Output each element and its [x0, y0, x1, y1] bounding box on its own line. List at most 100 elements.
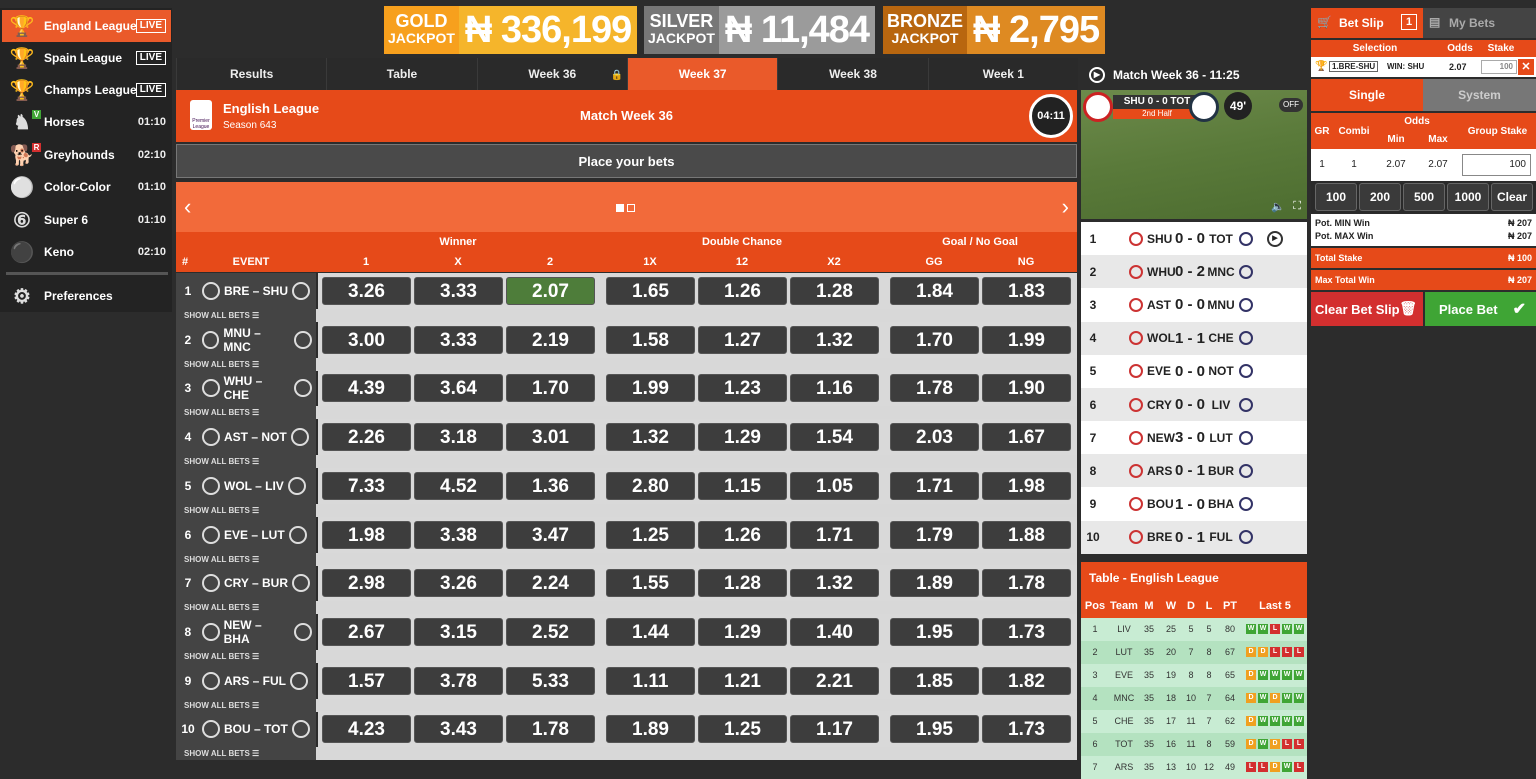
- show-all-bets-link[interactable]: SHOW ALL BETS ☰: [176, 747, 316, 761]
- odds-button[interactable]: 2.67: [322, 617, 411, 646]
- show-all-bets-link[interactable]: SHOW ALL BETS ☰: [176, 698, 316, 712]
- fullscreen-icon[interactable]: ⛶: [1293, 200, 1301, 212]
- odds-button[interactable]: 5.33: [506, 666, 595, 695]
- odds-button[interactable]: 1.71: [890, 471, 979, 500]
- odds-button[interactable]: 2.80: [606, 471, 695, 500]
- odds-button[interactable]: 1.29: [698, 423, 787, 452]
- match-video[interactable]: SHU 0 - 0 TOT 2nd Half 49' OFF 🔈 ⛶: [1081, 90, 1307, 219]
- odds-button[interactable]: 4.23: [322, 715, 411, 744]
- odds-button[interactable]: 1.25: [606, 520, 695, 549]
- sound-toggle[interactable]: OFF: [1279, 98, 1303, 112]
- clear-stake-button[interactable]: Clear: [1491, 183, 1533, 211]
- tab-single[interactable]: Single: [1311, 79, 1423, 111]
- sidebar-item-england[interactable]: 🏆 England League LIVE: [2, 10, 171, 42]
- quick-stake-100[interactable]: 100: [1315, 183, 1357, 211]
- odds-button[interactable]: 3.38: [414, 520, 503, 549]
- remove-selection-icon[interactable]: ✕: [1518, 59, 1534, 75]
- tab-week-36[interactable]: Week 36 🔒: [476, 58, 627, 90]
- odds-button[interactable]: 1.17: [790, 715, 879, 744]
- group-stake-input[interactable]: 100: [1462, 154, 1531, 176]
- tab-week-1[interactable]: Week 1: [927, 58, 1078, 90]
- event-label[interactable]: 3 WHU – CHE: [176, 370, 316, 407]
- odds-button[interactable]: 1.23: [698, 374, 787, 403]
- odds-button[interactable]: 4.39: [322, 374, 411, 403]
- event-label[interactable]: 5 WOL – LIV: [176, 467, 316, 504]
- odds-button[interactable]: 3.00: [322, 325, 411, 354]
- show-all-bets-link[interactable]: SHOW ALL BETS ☰: [176, 357, 316, 371]
- sidebar-item-color-color[interactable]: ⚪ Color-Color 01:10: [2, 171, 171, 203]
- odds-button[interactable]: 1.88: [982, 520, 1071, 549]
- odds-button[interactable]: 1.26: [698, 520, 787, 549]
- odds-button[interactable]: 3.43: [414, 715, 503, 744]
- odds-button[interactable]: 1.28: [790, 277, 879, 305]
- odds-button[interactable]: 1.98: [982, 471, 1071, 500]
- odds-button[interactable]: 1.99: [982, 325, 1071, 354]
- odds-button[interactable]: 2.07: [506, 277, 595, 305]
- odds-button[interactable]: 1.70: [890, 325, 979, 354]
- event-label[interactable]: 8 NEW – BHA: [176, 613, 316, 650]
- odds-button[interactable]: 7.33: [322, 471, 411, 500]
- show-all-bets-link[interactable]: SHOW ALL BETS ☰: [176, 503, 316, 517]
- show-all-bets-link[interactable]: SHOW ALL BETS ☰: [176, 309, 316, 322]
- chevron-right-icon[interactable]: ›: [1061, 194, 1069, 219]
- sidebar-item-horses[interactable]: ♞ V Horses 01:10: [2, 106, 171, 138]
- show-all-bets-link[interactable]: SHOW ALL BETS ☰: [176, 406, 316, 420]
- odds-button[interactable]: 1.73: [982, 715, 1071, 744]
- event-label[interactable]: 1 BRE – SHU: [176, 273, 316, 309]
- sidebar-item-super6[interactable]: ⑥ Super 6 01:10: [2, 204, 171, 236]
- odds-button[interactable]: 1.15: [698, 471, 787, 500]
- show-all-bets-link[interactable]: SHOW ALL BETS ☰: [176, 649, 316, 663]
- odds-button[interactable]: 1.73: [982, 617, 1071, 646]
- odds-button[interactable]: 2.52: [506, 617, 595, 646]
- odds-button[interactable]: 1.65: [606, 277, 695, 305]
- odds-button[interactable]: 1.16: [790, 374, 879, 403]
- odds-button[interactable]: 1.54: [790, 423, 879, 452]
- odds-button[interactable]: 3.15: [414, 617, 503, 646]
- odds-button[interactable]: 1.95: [890, 617, 979, 646]
- odds-button[interactable]: 3.01: [506, 423, 595, 452]
- odds-button[interactable]: 1.67: [982, 423, 1071, 452]
- odds-button[interactable]: 1.44: [606, 617, 695, 646]
- odds-button[interactable]: 1.26: [698, 277, 787, 305]
- event-label[interactable]: 10 BOU – TOT: [176, 711, 316, 748]
- show-all-bets-link[interactable]: SHOW ALL BETS ☰: [176, 455, 316, 469]
- odds-button[interactable]: 1.78: [506, 715, 595, 744]
- odds-button[interactable]: 1.90: [982, 374, 1071, 403]
- odds-button[interactable]: 1.89: [890, 569, 979, 598]
- sidebar-item-keno[interactable]: ⚫ Keno 02:10: [2, 236, 171, 268]
- play-icon[interactable]: ▶: [1267, 230, 1283, 247]
- tab-system[interactable]: System: [1423, 79, 1536, 111]
- odds-button[interactable]: 1.78: [890, 374, 979, 403]
- volume-icon[interactable]: 🔈: [1271, 201, 1285, 213]
- odds-button[interactable]: 1.79: [890, 520, 979, 549]
- odds-button[interactable]: 3.33: [414, 325, 503, 354]
- odds-button[interactable]: 1.28: [698, 569, 787, 598]
- odds-button[interactable]: 1.58: [606, 325, 695, 354]
- odds-button[interactable]: 2.98: [322, 569, 411, 598]
- quick-stake-500[interactable]: 500: [1403, 183, 1445, 211]
- chevron-left-icon[interactable]: ‹: [184, 194, 192, 219]
- sidebar-item-spain[interactable]: 🏆 Spain League LIVE: [2, 42, 171, 74]
- carousel-dot-active[interactable]: [616, 204, 624, 212]
- clear-bet-slip-button[interactable]: Clear Bet Slip 🗑: [1311, 292, 1423, 326]
- odds-button[interactable]: 1.85: [890, 666, 979, 695]
- sidebar-item-preferences[interactable]: ⚙ Preferences: [2, 280, 171, 312]
- event-label[interactable]: 4 AST – NOT: [176, 419, 316, 456]
- odds-button[interactable]: 3.78: [414, 666, 503, 695]
- odds-button[interactable]: 1.21: [698, 666, 787, 695]
- tab-bet-slip[interactable]: 🛒 Bet Slip 1: [1311, 8, 1423, 38]
- odds-button[interactable]: 1.40: [790, 617, 879, 646]
- odds-button[interactable]: 1.05: [790, 471, 879, 500]
- tab-my-bets[interactable]: ▤ My Bets: [1423, 8, 1536, 38]
- odds-button[interactable]: 1.36: [506, 471, 595, 500]
- event-label[interactable]: 2 MNU – MNC: [176, 321, 316, 358]
- show-all-bets-link[interactable]: SHOW ALL BETS ☰: [176, 601, 316, 615]
- odds-button[interactable]: 1.55: [606, 569, 695, 598]
- odds-button[interactable]: 1.32: [790, 325, 879, 354]
- odds-button[interactable]: 2.19: [506, 325, 595, 354]
- odds-button[interactable]: 1.71: [790, 520, 879, 549]
- show-all-bets-link[interactable]: SHOW ALL BETS ☰: [176, 552, 316, 566]
- odds-button[interactable]: 1.89: [606, 715, 695, 744]
- event-label[interactable]: 7 CRY – BUR: [176, 565, 316, 602]
- event-label[interactable]: 9 ARS – FUL: [176, 662, 316, 699]
